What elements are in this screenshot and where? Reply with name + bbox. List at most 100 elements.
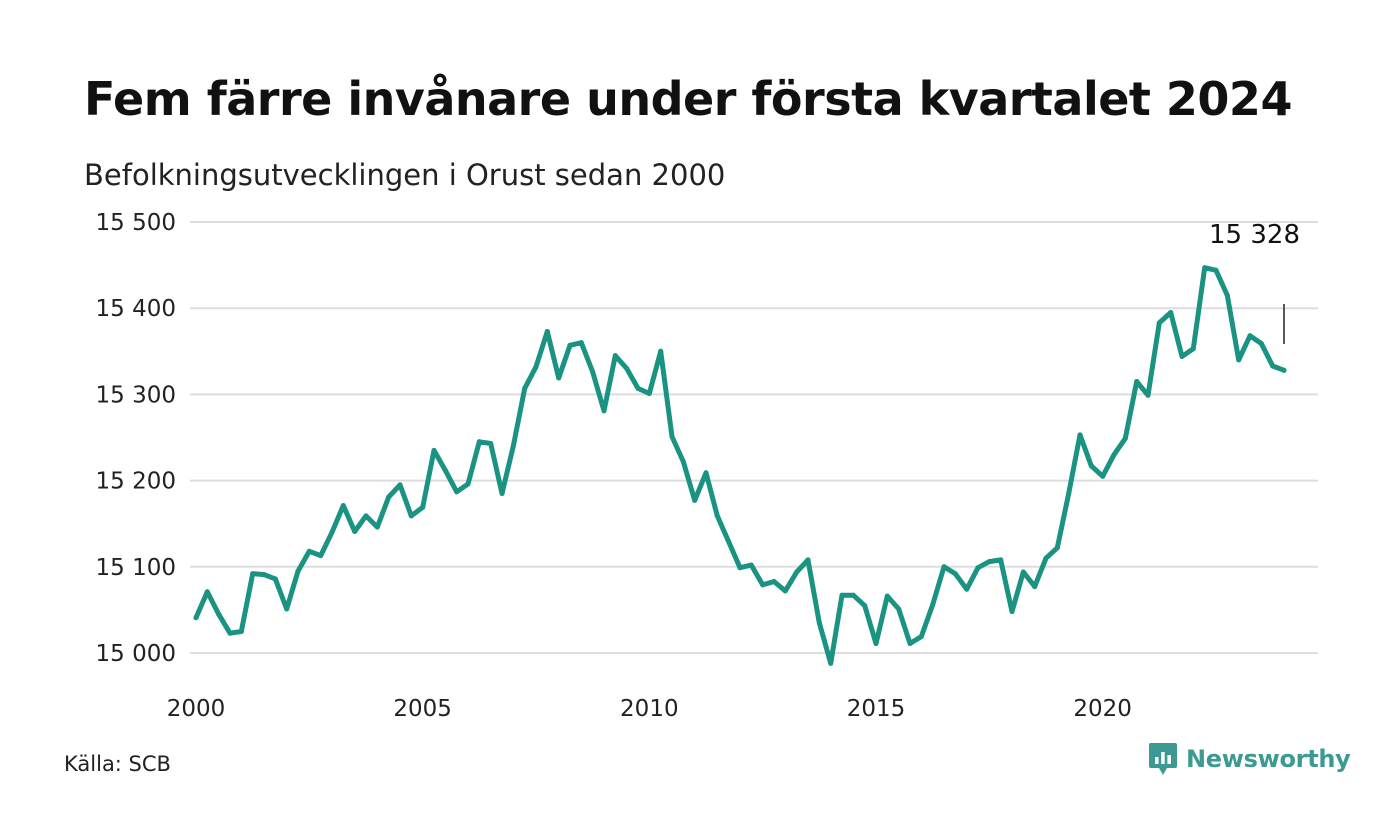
- data-point: [1202, 265, 1208, 271]
- data-point: [193, 615, 199, 621]
- data-point: [1190, 346, 1196, 352]
- data-point: [306, 548, 312, 554]
- data-point: [1156, 320, 1162, 326]
- data-point: [828, 660, 834, 666]
- data-point: [1236, 357, 1242, 363]
- data-point: [352, 529, 358, 534]
- data-point: [1179, 354, 1185, 359]
- data-point: [975, 565, 981, 571]
- data-point: [454, 489, 460, 495]
- data-point: [590, 369, 596, 375]
- data-point: [941, 564, 947, 570]
- data-point: [1066, 491, 1072, 496]
- data-point: [692, 497, 698, 503]
- data-point: [714, 513, 720, 519]
- data-point: [386, 494, 392, 500]
- data-point: [771, 579, 777, 584]
- x-tick-label: 2020: [1073, 696, 1132, 722]
- data-point: [1077, 432, 1083, 438]
- data-point: [329, 529, 335, 535]
- data-point: [805, 557, 811, 563]
- data-point: [601, 408, 607, 414]
- data-point: [1043, 555, 1049, 561]
- data-point: [556, 375, 562, 381]
- data-point: [1145, 392, 1151, 398]
- data-point: [986, 559, 992, 565]
- data-point: [420, 504, 426, 510]
- data-point: [522, 385, 528, 391]
- data-point: [782, 588, 788, 594]
- data-point: [873, 641, 879, 646]
- data-point: [488, 441, 494, 446]
- data-point: [261, 572, 267, 578]
- data-point: [1224, 292, 1230, 298]
- data-point: [216, 611, 222, 617]
- newsworthy-logo-icon: [1149, 743, 1177, 775]
- data-point: [318, 553, 324, 559]
- data-point: [624, 366, 630, 371]
- data-point: [533, 364, 539, 370]
- data-point: [816, 620, 822, 626]
- data-point: [884, 593, 890, 599]
- data-point: [250, 571, 256, 577]
- data-point: [578, 340, 584, 346]
- data-point: [1054, 545, 1060, 551]
- x-axis-ticks: 2000 2005 2010 2015 2020: [167, 696, 1132, 722]
- data-point: [1258, 341, 1264, 346]
- data-point: [669, 434, 675, 440]
- y-tick-label: 15 300: [96, 382, 176, 408]
- data-point: [465, 481, 471, 487]
- data-point: [748, 562, 754, 568]
- brand-name: Newsworthy: [1186, 745, 1351, 773]
- source-label: Källa: SCB: [64, 752, 171, 776]
- data-point: [510, 443, 516, 449]
- data-point: [272, 576, 278, 582]
- data-point: [499, 491, 505, 496]
- data-point: [1111, 452, 1117, 458]
- data-point: [930, 602, 936, 608]
- data-point: [850, 592, 856, 598]
- data-point: [544, 329, 550, 334]
- data-point: [397, 482, 403, 488]
- y-tick-label: 15 000: [96, 641, 176, 667]
- data-point: [408, 513, 414, 519]
- data-point: [918, 634, 924, 640]
- data-point: [726, 539, 732, 545]
- data-point: [646, 391, 652, 396]
- x-tick-label: 2010: [620, 696, 679, 722]
- y-tick-label: 15 100: [96, 555, 176, 581]
- brand-logo: Newsworthy: [1148, 742, 1351, 776]
- data-point: [952, 571, 958, 577]
- data-point: [1168, 310, 1174, 315]
- y-tick-label: 15 200: [96, 469, 176, 495]
- data-point: [1088, 463, 1094, 469]
- data-point: [1009, 609, 1015, 615]
- data-point: [612, 353, 618, 359]
- data-point: [204, 589, 210, 595]
- data-point: [839, 592, 845, 598]
- data-point: [794, 569, 800, 575]
- y-tick-label: 15 400: [96, 296, 176, 322]
- data-point: [363, 513, 369, 519]
- data-point: [442, 467, 448, 473]
- data-point: [896, 606, 902, 612]
- data-point: [1122, 435, 1128, 441]
- data-point: [374, 524, 380, 530]
- data-point: [284, 606, 290, 612]
- y-axis-ticks: 15 000 15 100 15 200 15 300 15 400 15 500: [96, 210, 176, 667]
- data-point: [340, 503, 346, 509]
- data-point: [703, 470, 709, 476]
- grid-lines: [190, 221, 1318, 654]
- data-point: [476, 439, 482, 445]
- data-point: [998, 557, 1004, 563]
- data-point: [1134, 379, 1140, 384]
- data-point: [658, 348, 664, 354]
- data-point: [1247, 333, 1253, 339]
- data-point: [1213, 267, 1219, 273]
- page-subtitle: Befolkningsutvecklingen i Orust sedan 20…: [84, 158, 726, 192]
- data-point: [1020, 569, 1026, 575]
- data-point: [760, 582, 766, 588]
- annotation-label: 15 328: [1209, 220, 1300, 250]
- data-point: [567, 342, 573, 348]
- data-point: [295, 568, 301, 574]
